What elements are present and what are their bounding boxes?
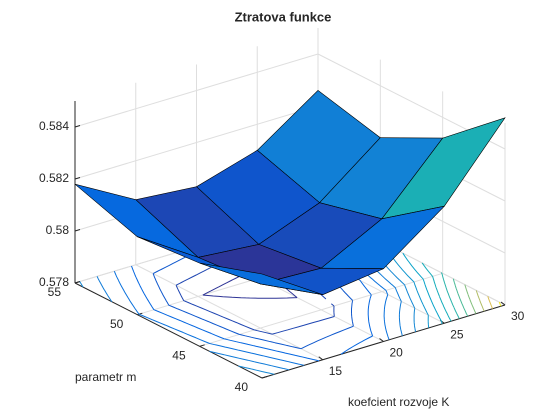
z-tick-label: 0.582 bbox=[39, 171, 69, 185]
y-tick-label: 45 bbox=[172, 349, 186, 363]
z-tick-label: 0.584 bbox=[39, 119, 69, 133]
x-tick bbox=[318, 356, 324, 361]
chart-title: Ztratova funkce bbox=[235, 9, 332, 24]
y-tick bbox=[74, 281, 81, 284]
x-tick-label: 30 bbox=[511, 309, 525, 323]
x-axis-label: koefcient rozvoje K bbox=[348, 395, 449, 409]
z-tick-label: 0.58 bbox=[46, 223, 70, 237]
contour-line bbox=[440, 272, 460, 320]
contour-line bbox=[487, 296, 494, 309]
contour-line bbox=[475, 290, 485, 312]
z-tick bbox=[74, 229, 81, 232]
contour-line bbox=[498, 301, 502, 307]
z-tick-label: 0.578 bbox=[39, 275, 69, 289]
x-tick bbox=[379, 338, 384, 342]
x-tick-label: 25 bbox=[450, 327, 464, 341]
z-tick bbox=[74, 125, 81, 128]
x-tick-label: 20 bbox=[390, 346, 404, 360]
y-tick-label: 50 bbox=[110, 317, 124, 331]
contour-line bbox=[421, 262, 452, 322]
grid-line bbox=[135, 264, 323, 361]
y-axis-label: parametr m bbox=[75, 370, 136, 384]
y-tick bbox=[137, 312, 143, 316]
contour-line bbox=[452, 278, 469, 317]
y-tick bbox=[199, 344, 205, 347]
y-tick bbox=[261, 376, 268, 379]
surface-patch bbox=[199, 262, 323, 295]
z-tick bbox=[74, 177, 81, 180]
y-tick-label: 55 bbox=[48, 285, 62, 299]
x-tick-label: 15 bbox=[329, 364, 343, 378]
y-axis bbox=[74, 282, 263, 379]
contour-line bbox=[464, 284, 477, 314]
y-tick-label: 40 bbox=[235, 380, 249, 394]
x-tick bbox=[500, 301, 506, 306]
